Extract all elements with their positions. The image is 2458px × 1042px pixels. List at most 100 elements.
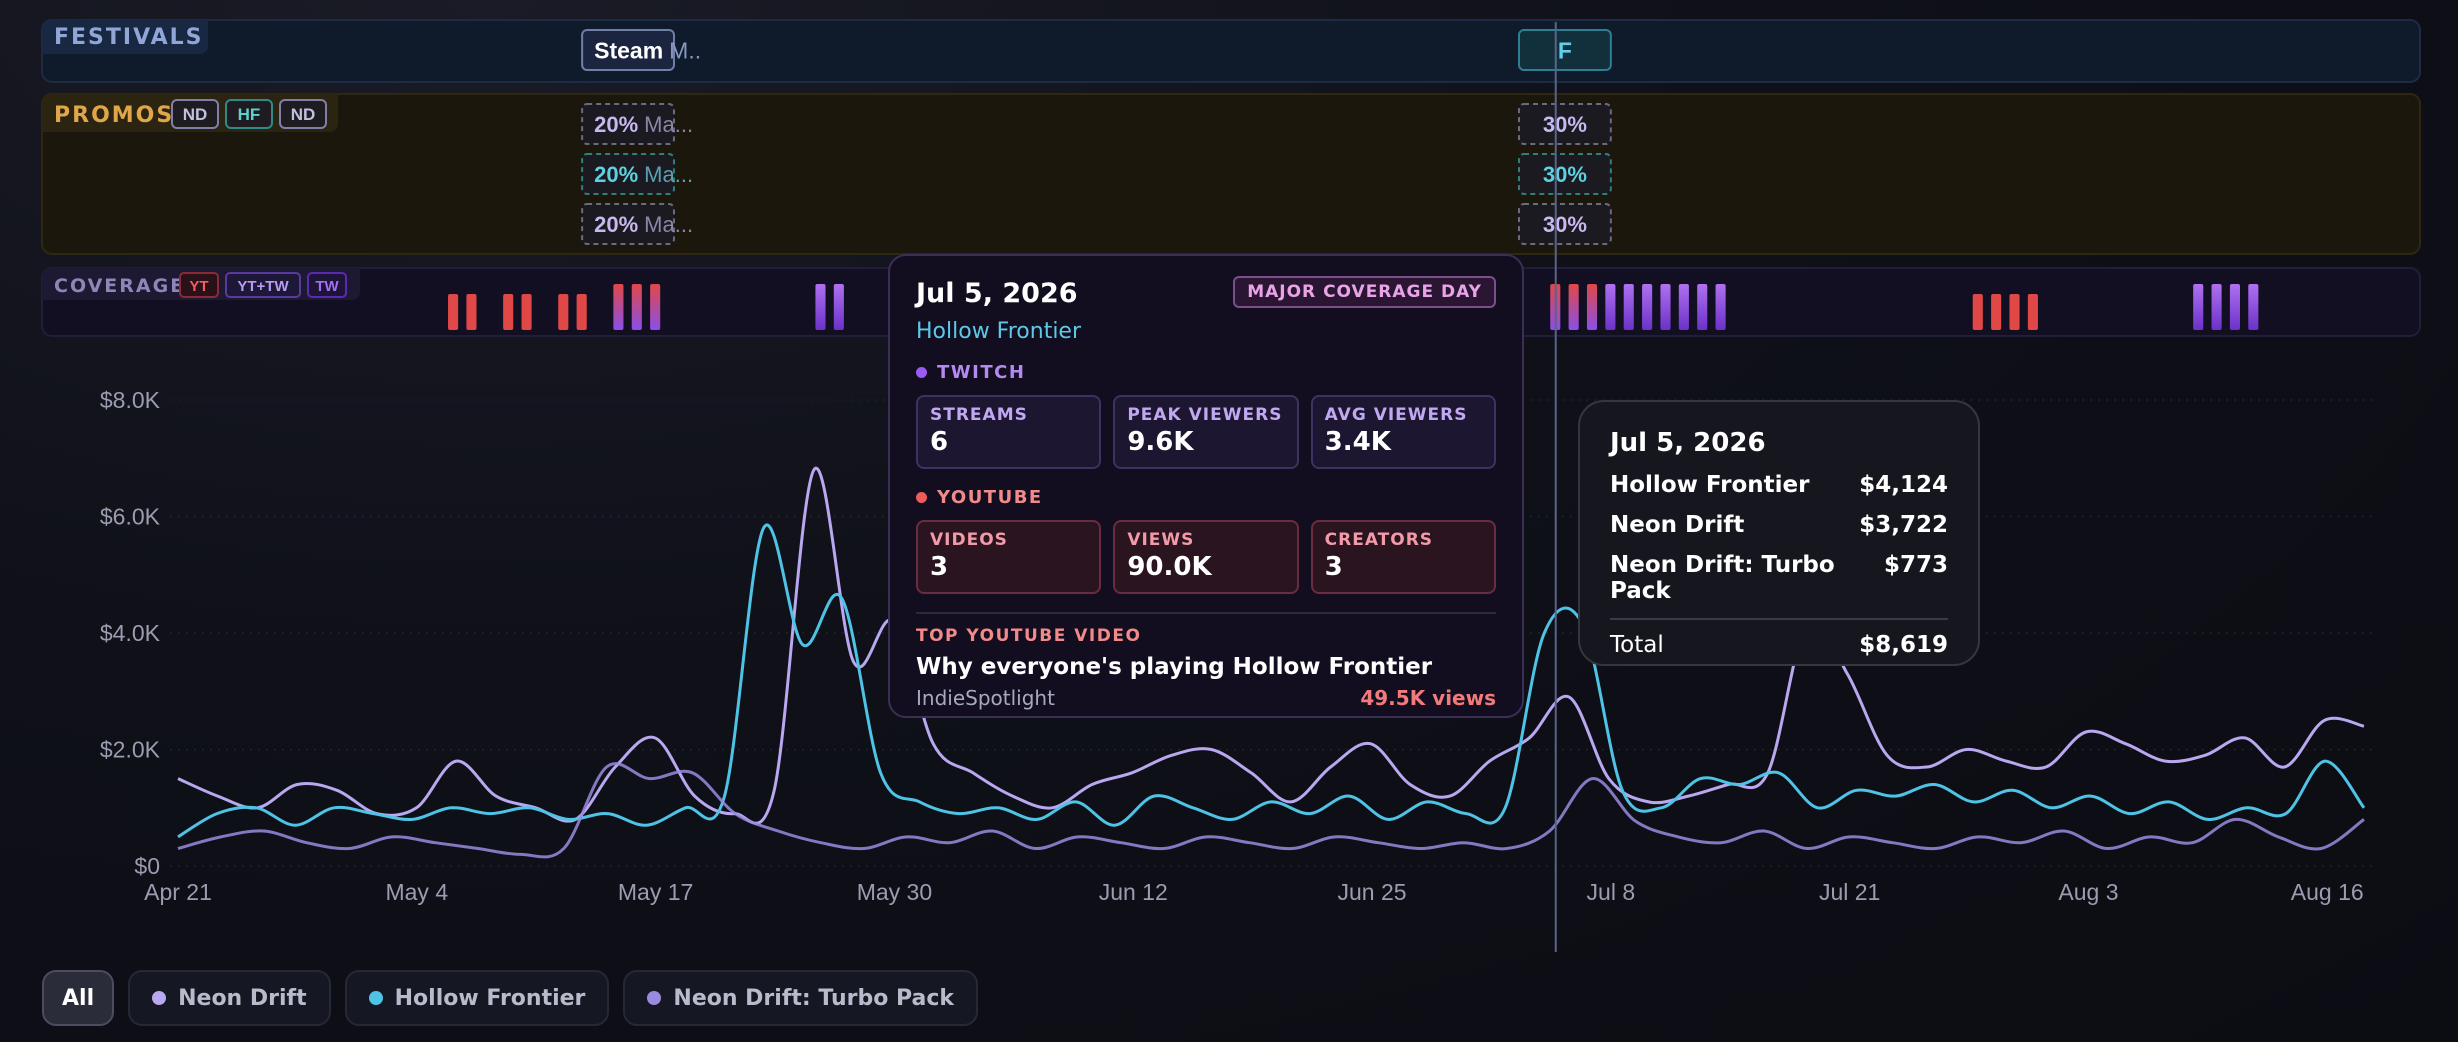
tag-box <box>225 272 301 298</box>
coverage-bar <box>1586 284 1598 330</box>
tag-label: HF <box>238 105 261 124</box>
x-tick-label: Aug 3 <box>2058 879 2118 905</box>
x-tick-label: May 4 <box>385 879 448 905</box>
top-video-views: 49.5K views <box>1360 686 1496 710</box>
tag-label: ND <box>291 105 316 124</box>
stat-value: 90.0K <box>1127 552 1212 582</box>
event-box <box>1517 153 1612 195</box>
promo-event: 20% Ma... <box>581 153 693 195</box>
top-video-channel: IndieSpotlight <box>916 686 1055 710</box>
event-label: 30% <box>1543 112 1587 137</box>
x-tick-label: May 30 <box>857 879 932 905</box>
filter-all-button[interactable]: All <box>42 970 115 1026</box>
coverage-bar <box>521 294 532 330</box>
x-tick-label: Apr 21 <box>144 879 212 905</box>
x-tick-label: Jul 8 <box>1587 879 1636 905</box>
event-label: F <box>1558 37 1572 63</box>
festivals-label: FESTIVALS <box>54 25 204 50</box>
stat-key: VIDEOS <box>930 530 1008 550</box>
coverage-tooltip-date: Jul 5, 2026 <box>916 278 1078 309</box>
coverage-bar <box>2193 284 2204 330</box>
filter-neon-drift-button[interactable]: Neon Drift <box>128 970 331 1026</box>
revenue-row: Neon Drift: Turbo Pack $773 <box>1610 552 1948 604</box>
event-box <box>581 103 675 145</box>
youtube-stats: VIDEOS 3 VIEWS 90.0K CREATORS 3 <box>916 520 1496 594</box>
promo-event: 30% <box>1517 153 1612 195</box>
coverage-bar <box>466 294 477 330</box>
twitch-stat-peak-viewers: PEAK VIEWERS 9.6K <box>1113 395 1299 469</box>
revenue-row-value: $3,722 <box>1859 512 1948 538</box>
stat-value: 9.6K <box>1127 427 1194 457</box>
revenue-row-name: Hollow Frontier <box>1610 472 1810 498</box>
promos-lane: PROMOS ND HF ND 20% Ma... 30% 20% Ma... 30% 20% M… <box>41 93 2421 255</box>
twitch-stat-avg-viewers: AVG VIEWERS 3.4K <box>1310 395 1496 469</box>
revenue-total-value: $8,619 <box>1859 632 1948 658</box>
coverage-bar <box>2027 294 2038 330</box>
promo-event: 30% <box>1517 103 1612 145</box>
coverage-bar <box>1697 284 1708 330</box>
filter-turbo-pack-button[interactable]: Neon Drift: Turbo Pack <box>623 970 979 1026</box>
revenue-tooltip: Jul 5, 2026 Hollow Frontier $4,124 Neon D… <box>1578 400 1980 666</box>
revenue-row-name: Neon Drift: Turbo Pack <box>1610 552 1835 604</box>
tag-box <box>279 99 327 129</box>
revenue-tooltip-date: Jul 5, 2026 <box>1610 428 1766 458</box>
coverage-bar <box>650 284 661 330</box>
festival-event: F <box>1517 29 1612 71</box>
coverage-bar <box>1991 294 2002 330</box>
top-video-title: Why everyone's playing Hollow Frontier <box>916 654 1433 680</box>
promo-tag: ND <box>171 99 219 129</box>
coverage-bar <box>2248 284 2259 330</box>
y-tick-label: $2.0K <box>100 737 161 763</box>
promo-tag: ND <box>279 99 327 129</box>
coverage-tooltip: Jul 5, 2026 MAJOR COVERAGE DAY Hollow Fr… <box>888 254 1524 718</box>
youtube-label: YOUTUBE <box>937 487 1043 508</box>
tag-label: TW <box>315 278 339 295</box>
filter-label: Neon Drift <box>178 985 307 1011</box>
revenue-total-row: Total $8,619 <box>1610 632 1948 658</box>
twitch-label: TWITCH <box>937 362 1026 383</box>
revenue-row: Neon Drift $3,722 <box>1610 512 1948 538</box>
twitch-stats: STREAMS 6 PEAK VIEWERS 9.6K AVG VIEWERS 3.4… <box>916 395 1496 469</box>
event-label: 20% Ma... <box>594 212 693 237</box>
y-tick-label: $8.0K <box>100 387 161 413</box>
coverage-bar <box>815 284 826 330</box>
coverage-label: COVERAGE <box>54 275 185 297</box>
event-label: 20% Ma... <box>594 112 693 137</box>
tag-box <box>225 99 273 129</box>
filter-label: Hollow Frontier <box>394 985 586 1011</box>
festivals-lane: FESTIVALS Steam M.. F <box>41 19 2421 83</box>
tag-label: YT+TW <box>237 278 289 295</box>
coverage-bar <box>1715 284 1726 330</box>
coverage-bar <box>1660 284 1671 330</box>
coverage-tooltip-game: Hollow Frontier <box>916 319 1082 344</box>
x-tick-label: Jul 21 <box>1819 879 1880 905</box>
twitch-dot-icon <box>916 367 927 378</box>
filter-hollow-frontier-button[interactable]: Hollow Frontier <box>344 970 610 1026</box>
coverage-bar <box>1568 284 1579 330</box>
event-box <box>1517 103 1612 145</box>
coverage-bar <box>1642 284 1653 330</box>
tag-label: YT <box>189 278 208 295</box>
coverage-bar <box>1623 284 1634 330</box>
y-tick-label: $0 <box>134 853 160 879</box>
stat-key: PEAK VIEWERS <box>1127 405 1283 425</box>
event-label: 30% <box>1543 212 1587 237</box>
youtube-section-header: YOUTUBE <box>916 487 1496 508</box>
x-tick-label: Jun 12 <box>1099 879 1168 905</box>
series-line-hollow-frontier <box>177 523 2366 839</box>
festival-event: Steam M.. <box>581 29 701 71</box>
event-box <box>1517 203 1612 245</box>
x-tick-label: Jun 25 <box>1338 879 1407 905</box>
x-tick-label: Aug 16 <box>2291 879 2364 905</box>
promos-label: PROMOS <box>54 103 174 128</box>
filter-all-label: All <box>62 985 95 1011</box>
coverage-bar <box>2009 294 2020 330</box>
tag-box <box>179 272 219 298</box>
tag-box <box>171 99 219 129</box>
series-filter: All Neon Drift Hollow Frontier Neon Drif… <box>42 970 979 1026</box>
coverage-bar <box>631 284 642 330</box>
revenue-total-label: Total <box>1610 632 1664 658</box>
coverage-tag: YT <box>179 272 219 298</box>
revenue-row-value: $773 <box>1883 552 1948 578</box>
